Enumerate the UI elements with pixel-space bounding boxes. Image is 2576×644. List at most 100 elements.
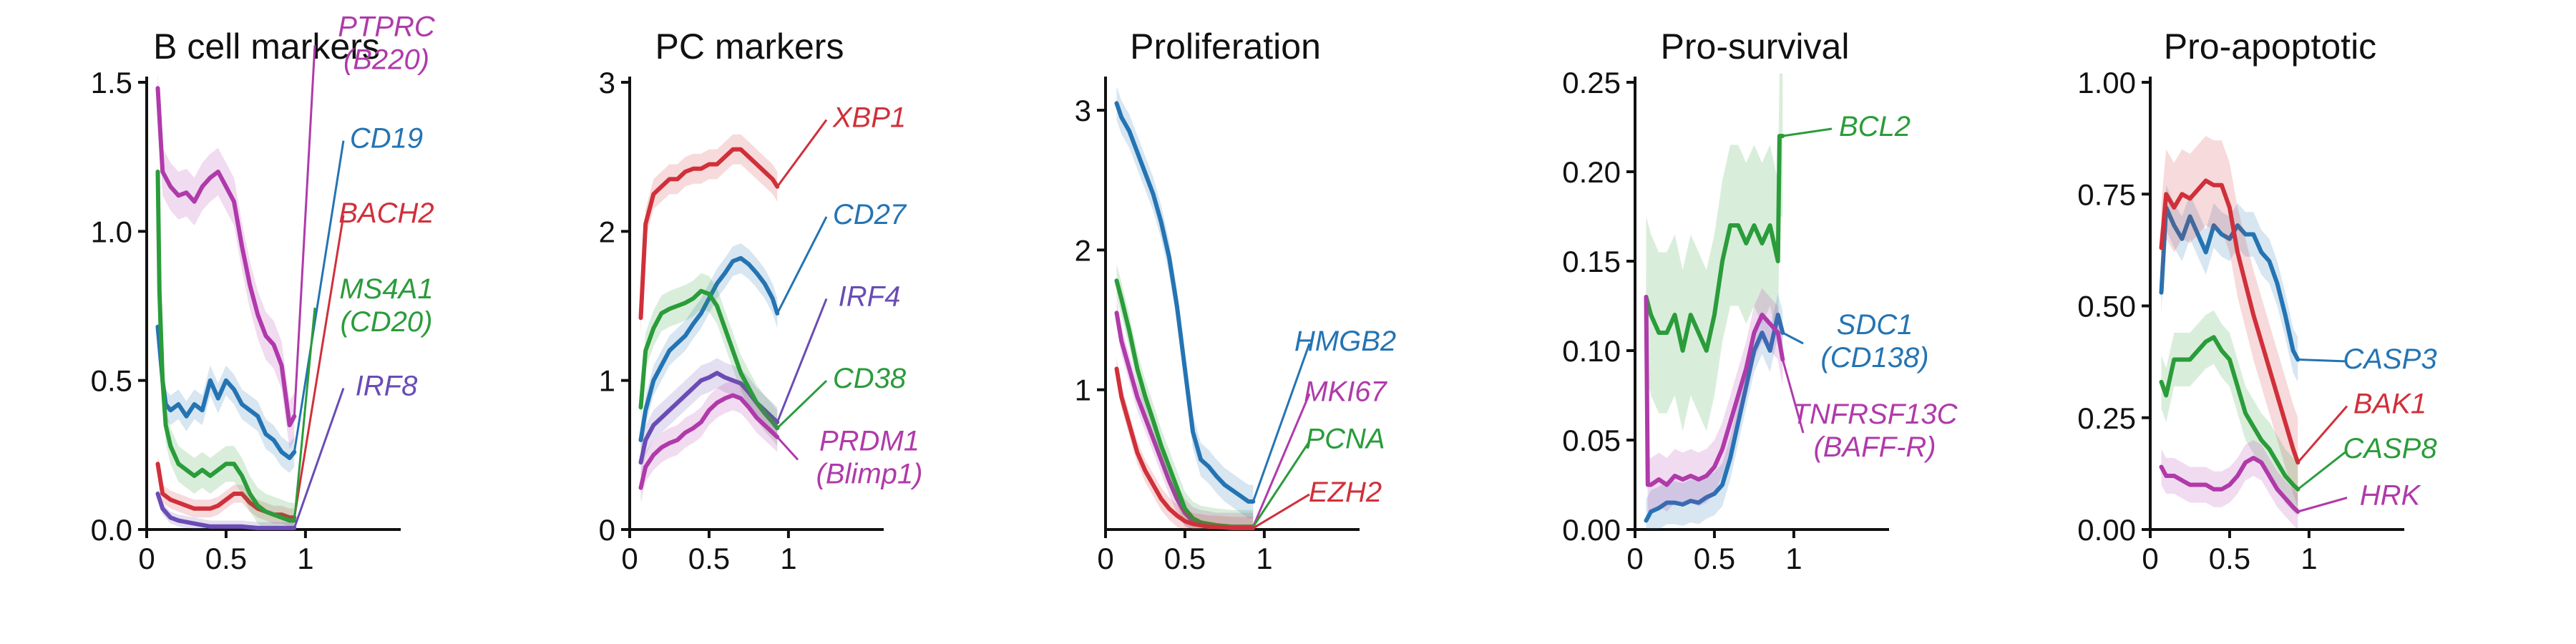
x-tick-label: 0.5 xyxy=(205,542,247,575)
confidence-band xyxy=(2161,136,2298,507)
series-line xyxy=(638,255,780,442)
label-leader-line xyxy=(293,388,345,529)
confidence-band xyxy=(157,154,295,530)
series-bcl2 xyxy=(1644,73,1785,431)
x-tick-label: 0.5 xyxy=(1694,542,1735,575)
y-tick-label: 1.0 xyxy=(91,215,132,248)
y-tick-label: 1.00 xyxy=(2077,66,2136,99)
x-tick-label: 0.5 xyxy=(1164,542,1206,575)
label-leader-line xyxy=(1782,331,1804,345)
confidence-band xyxy=(157,311,295,473)
y-tick-label: 0.20 xyxy=(1562,155,1621,189)
x-tick-label: 0 xyxy=(138,542,155,575)
series-casp3 xyxy=(2159,185,2301,382)
series-line xyxy=(638,288,780,431)
y-tick-label: 0.15 xyxy=(1562,245,1621,278)
gene-label-casp8: CASP8 xyxy=(2343,433,2437,464)
gene-label-tnfrsf13c-baff-r: TNFRSF13C xyxy=(1792,399,1958,430)
gene-label-ms4a1-cd20: MS4A1 xyxy=(339,273,433,305)
confidence-band xyxy=(640,273,778,447)
gene-label-sdc1-cd138: SDC1 xyxy=(1837,309,1913,341)
y-tick-label: 0.5 xyxy=(91,364,132,398)
gene-label-sdc1-cd138: (CD138) xyxy=(1820,342,1928,374)
gene-label-mki67: MKI67 xyxy=(1304,376,1387,407)
y-tick-label: 0.05 xyxy=(1562,424,1621,457)
x-tick-label: 0 xyxy=(621,542,638,575)
series-line xyxy=(2159,178,2301,465)
label-leader-line xyxy=(2297,497,2348,513)
series-cd27 xyxy=(638,243,780,455)
y-tick-label: 0.10 xyxy=(1562,334,1621,368)
gene-label-tnfrsf13c-baff-r: (BAFF-R) xyxy=(1813,431,1936,463)
series-line xyxy=(1114,366,1256,530)
label-leader-line xyxy=(293,307,316,521)
label-leader-line xyxy=(1252,343,1311,502)
panel-b-cell-markers: B cell markers 0.0 0.5 1.0 1.5 0 0.5 1 PTPRC(B22… xyxy=(91,11,436,575)
gene-label-ptprc-b220: (B220) xyxy=(343,44,429,75)
gene-label-irf8: IRF8 xyxy=(356,371,418,402)
label-leader-line xyxy=(1781,359,1805,434)
x-tick-label: 0.5 xyxy=(2209,542,2250,575)
series-ms4a1-cd20 xyxy=(155,154,297,530)
gene-label-prdm1-blimp1: PRDM1 xyxy=(819,426,919,457)
gene-label-bach2: BACH2 xyxy=(338,197,434,229)
series-prdm1-blimp1 xyxy=(638,380,780,503)
gene-label-pcna: PCNA xyxy=(1305,424,1385,455)
series-line xyxy=(638,393,780,490)
y-tick-label: 2 xyxy=(599,215,615,248)
y-tick-label: 3 xyxy=(599,66,615,99)
x-tick-label: 1 xyxy=(780,542,796,575)
label-leader-line xyxy=(776,298,828,423)
series-sdc1-cd138 xyxy=(1644,293,1785,530)
label-leader-line xyxy=(293,140,345,452)
series-line xyxy=(2159,335,2301,492)
y-tick-label: 1.5 xyxy=(91,66,132,99)
series-bak1 xyxy=(2159,136,2301,507)
gene-label-ezh2: EZH2 xyxy=(1309,477,1382,508)
label-leader-line xyxy=(776,216,828,314)
label-leader-line xyxy=(776,380,828,429)
series-line xyxy=(2159,205,2301,362)
confidence-band xyxy=(2161,185,2298,382)
y-tick-label: 0.00 xyxy=(1562,513,1621,547)
gene-label-xbp1: XBP1 xyxy=(832,102,906,134)
gene-label-ptprc-b220: PTPRC xyxy=(338,11,436,42)
label-leader-line xyxy=(293,215,345,518)
y-tick-label: 2 xyxy=(1075,233,1091,267)
panel-title: Proliferation xyxy=(1130,26,1321,67)
series-xbp1 xyxy=(638,134,780,333)
x-tick-label: 1 xyxy=(1785,542,1802,575)
confidence-band xyxy=(1116,357,1254,530)
gene-label-cd19: CD19 xyxy=(350,123,423,155)
series-line xyxy=(638,147,780,321)
series-line xyxy=(1644,134,1785,353)
confidence-band xyxy=(640,380,778,503)
label-leader-line xyxy=(776,436,799,461)
gene-label-irf4: IRF4 xyxy=(839,281,901,313)
label-leader-line xyxy=(2297,449,2348,490)
y-tick-label: 0.00 xyxy=(2077,513,2136,547)
x-tick-label: 0 xyxy=(1097,542,1113,575)
panel-title: Pro-survival xyxy=(1661,26,1850,67)
y-tick-label: 0.25 xyxy=(1562,66,1621,99)
series-line xyxy=(155,170,297,523)
label-leader-line xyxy=(2297,405,2348,464)
series-irf8 xyxy=(155,487,297,530)
series-line xyxy=(2159,456,2301,514)
series-cd19 xyxy=(155,311,297,473)
x-tick-label: 0 xyxy=(1626,542,1643,575)
series-line xyxy=(1644,313,1785,523)
panel-title: PC markers xyxy=(655,26,844,67)
label-leader-line xyxy=(1252,493,1310,530)
label-leader-line xyxy=(293,45,316,416)
series-cd38 xyxy=(638,273,780,447)
series-line xyxy=(155,324,297,460)
panel-pro-apoptotic: Pro-apoptotic 0.00 0.25 0.50 0.75 1.00 0 0.5 1 CA… xyxy=(2077,26,2437,575)
y-tick-label: 0.0 xyxy=(91,513,132,547)
gene-label-ms4a1-cd20: (CD20) xyxy=(341,306,433,338)
y-tick-label: 0.50 xyxy=(2077,290,2136,323)
series-hrk xyxy=(2159,440,2301,530)
gene-label-bcl2: BCL2 xyxy=(1839,111,1911,142)
label-leader-line xyxy=(2298,358,2348,363)
